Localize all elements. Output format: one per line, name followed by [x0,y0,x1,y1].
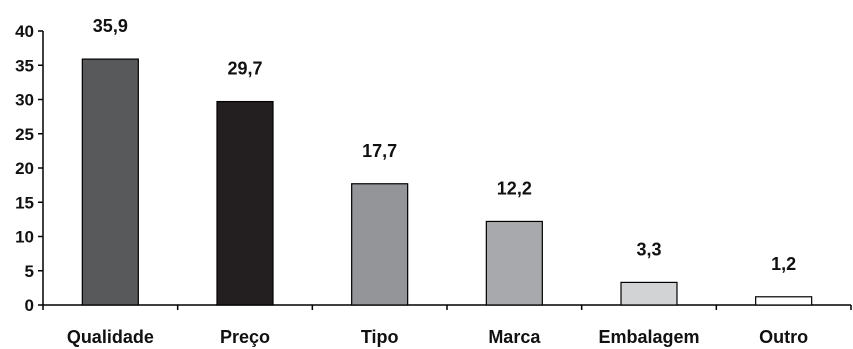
bar-preco [216,100,274,306]
bar-tipo [351,183,409,306]
category-label: Embalagem [598,327,699,347]
category-label: Tipo [361,327,399,347]
category-label: Qualidade [67,327,154,347]
x-axis [42,304,852,310]
y-tick-label: 40 [15,22,34,41]
category-label: Preço [220,327,270,347]
y-tick-label: 10 [15,228,34,247]
y-tick-label: 35 [15,56,34,75]
data-label: 29,7 [227,59,262,79]
category-label: Marca [488,327,541,347]
y-tick-label: 0 [25,296,34,315]
y-tick-label: 30 [15,91,34,110]
bars [81,58,813,306]
category-label: Outro [759,327,808,347]
category-labels: Qualidade Preço Tipo Marca Embalagem Outro [67,327,808,347]
data-label: 3,3 [636,239,661,259]
bar-outro [755,296,813,306]
data-label: 12,2 [497,178,532,198]
y-tick-label: 5 [25,262,34,281]
data-labels: 35,9 29,7 17,7 12,2 3,3 1,2 [93,16,796,274]
bar-embalagem [620,281,678,306]
data-label: 35,9 [93,16,128,36]
y-tick-label: 15 [15,193,34,212]
data-label: 1,2 [771,254,796,274]
y-axis: 0 5 10 15 20 25 30 35 40 [15,22,44,315]
data-label: 17,7 [362,141,397,161]
bar-qualidade [81,58,139,306]
y-tick-label: 20 [15,159,34,178]
bar-marca [485,220,543,306]
y-tick-label: 25 [15,125,34,144]
